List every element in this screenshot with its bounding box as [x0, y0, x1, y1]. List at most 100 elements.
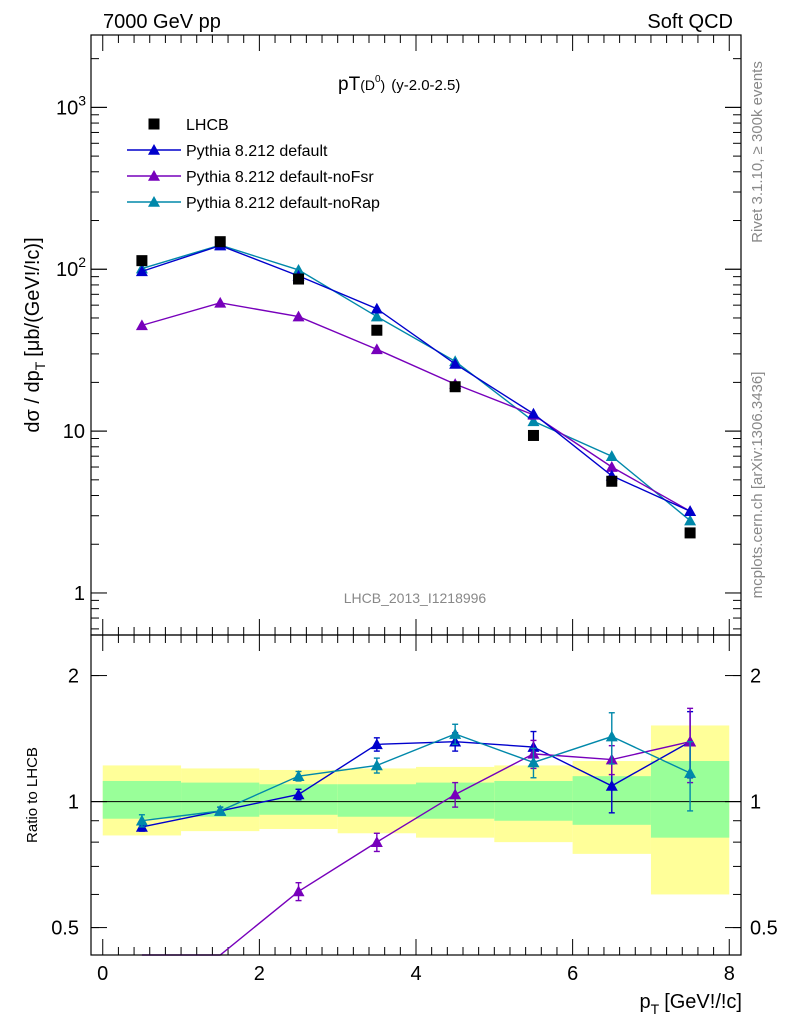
bottom-ylabel: Ratio to LHCB: [24, 747, 41, 843]
bottom-ylabel-text: Ratio to LHCB: [24, 747, 41, 843]
legend-label-pythia-8-212-default: Pythia 8.212 default: [186, 143, 328, 160]
data-point-lhcb: [214, 236, 226, 248]
data-point-pythia-8-212-default: [370, 302, 383, 314]
data-point-lhcb: [371, 324, 383, 336]
data-point-pythia-8-212-default-nofsr: [605, 461, 618, 472]
ratio-point-pythia-8-212-default-norap: [605, 730, 618, 742]
plot-title-sub: (D: [360, 77, 375, 93]
data-point-lhcb: [449, 381, 461, 393]
band-green-3: [337, 784, 416, 817]
data-point-lhcb: [136, 255, 148, 267]
bottom-xtick-label-4: 8: [724, 963, 735, 985]
data-point-pythia-8-212-default-norap: [292, 263, 305, 275]
bottom-xtick-label-0: 0: [97, 963, 108, 985]
bottom-xtick-label-2: 4: [410, 963, 421, 985]
bottom-panel-ticks: 0.5 0.5 1 1 2 2 0 2 4 6 8: [51, 635, 778, 985]
top-ytick-label-base: 10: [56, 259, 78, 281]
ratio-point-pythia-8-212-default-nofsr: [370, 836, 383, 847]
plot-title-sup: 0: [375, 74, 381, 85]
bottom-ytick-label-left-1: 1: [68, 792, 79, 814]
top-ylabel-unit: [μb/(GeV!/!c)]: [22, 237, 44, 356]
legend: LHCB Pythia 8.212 default Pythia 8.212 def…: [127, 117, 380, 212]
data-point-pythia-8-212-default: [135, 265, 148, 277]
data-point-pythia-8-212-default-norap: [605, 450, 618, 461]
top-ytick-label-1: 10: [63, 421, 85, 443]
series-line-pythia-8-212-default-nofsr: [141, 302, 691, 512]
ratio-point-pythia-8-212-default-norap: [684, 767, 697, 778]
data-point-pythia-8-212-default: [449, 357, 462, 369]
ratio-point-pythia-8-212-default: [292, 788, 305, 800]
top-ytick-label-base: 1: [74, 583, 85, 605]
header-category: Soft QCD: [647, 11, 733, 33]
data-point-lhcb: [293, 273, 305, 285]
bottom-xlabel: pT [GeV!/!c]: [640, 991, 743, 1017]
ratio-point-pythia-8-212-default-norap: [370, 759, 383, 771]
header-energy: 7000 GeV pp: [103, 11, 221, 33]
legend-label-pythia-8-212-default-nofsr: Pythia 8.212 default-noFsr: [186, 169, 374, 186]
svg-text:dσ / dpT[μb/(GeV!/!c)]: dσ / dpT [μb/(GeV!/!c)]: [22, 237, 48, 432]
series-line-pythia-8-212-default-norap: [141, 244, 691, 522]
bottom-panel-series: [135, 707, 697, 956]
data-point-pythia-8-212-default: [527, 407, 540, 419]
bottom-xlabel-sub: T: [651, 1001, 660, 1017]
bottom-ytick-label-right-2: 2: [750, 666, 761, 688]
bottom-xlabel-unit: [GeV!/!c]: [664, 991, 742, 1013]
ratio-point-pythia-8-212-default-nofsr: [292, 885, 305, 897]
bottom-ytick-label-right-0: 0.5: [750, 918, 778, 940]
bottom-ytick-label-right-1: 1: [750, 792, 761, 814]
data-point-pythia-8-212-default-nofsr: [370, 343, 383, 355]
top-ytick-label-base: 10: [56, 97, 78, 119]
data-point-pythia-8-212-default-nofsr: [292, 310, 305, 322]
data-point-pythia-8-212-default-nofsr: [135, 319, 148, 331]
ratio-point-pythia-8-212-default-norap: [135, 814, 148, 826]
ratio-line-pythia-8-212-default-norap: [141, 733, 691, 822]
legend-label-lhcb: LHCB: [186, 117, 229, 134]
data-point-lhcb: [684, 527, 696, 539]
side-rivet: Rivet 3.1.10, ≥ 300k events: [749, 61, 766, 243]
plot-title: pT(D0) (y-2.0-2.5): [338, 74, 460, 95]
ratio-point-pythia-8-212-default-norap: [527, 756, 540, 768]
legend-marker-lhcb: [148, 118, 160, 130]
legend-marker-pythia-8-212-default-norap: [148, 196, 160, 207]
data-point-pythia-8-212-default-norap: [684, 514, 697, 526]
plot-title-main: pT: [338, 74, 361, 95]
top-ytick-label-exp: 3: [78, 92, 86, 108]
top-ytick-label-base: 10: [63, 421, 85, 443]
top-ylabel-sub: T: [32, 361, 48, 370]
series-line-pythia-8-212-default: [141, 244, 691, 512]
data-point-pythia-8-212-default: [684, 505, 697, 517]
ratio-line-pythia-8-212-default-nofsr: [141, 741, 691, 956]
top-ylabel: dσ / dpT [μb/(GeV!/!c)]: [22, 237, 48, 432]
data-point-pythia-8-212-default-norap: [370, 310, 383, 322]
bottom-xtick-label-3: 6: [567, 963, 578, 985]
top-ytick-label-2: 102: [56, 254, 86, 281]
bottom-panel-frame: [90, 634, 742, 956]
ratio-point-pythia-8-212-default: [370, 738, 383, 750]
top-ytick-label-exp: 2: [78, 254, 86, 270]
side-source-text: mcplots.cern.ch [arXiv:1306.3436]: [749, 372, 766, 599]
bottom-xtick-label-1: 2: [254, 963, 265, 985]
band-green-5: [494, 780, 573, 821]
side-rivet-text: Rivet 3.1.10, ≥ 300k events: [749, 61, 766, 243]
data-point-pythia-8-212-default-norap: [527, 415, 540, 427]
bottom-ytick-label-left-2: 2: [68, 666, 79, 688]
top-ylabel-main: dσ / dp: [22, 370, 44, 432]
top-panel-series: [135, 236, 697, 539]
legend-marker-pythia-8-212-default-nofsr: [148, 170, 160, 181]
plot-title-close: ): [381, 77, 386, 93]
ratio-point-pythia-8-212-default-norap: [292, 770, 305, 781]
ratio-point-pythia-8-212-default: [605, 779, 618, 791]
ratio-point-pythia-8-212-default-norap: [449, 728, 462, 739]
bottom-ytick-label-left-0: 0.5: [51, 918, 79, 940]
data-point-pythia-8-212-default-nofsr: [214, 296, 227, 308]
ratio-point-pythia-8-212-default-norap: [214, 804, 227, 816]
ratio-point-pythia-8-212-default-nofsr: [449, 788, 462, 800]
top-ytick-label-3: 103: [56, 92, 86, 119]
legend-label-pythia-8-212-default-norap: Pythia 8.212 default-noRap: [186, 195, 380, 212]
legend-marker-pythia-8-212-default: [148, 144, 160, 155]
band-green-0: [102, 780, 182, 819]
uncertainty-bands: [102, 725, 730, 895]
data-point-lhcb: [606, 475, 618, 487]
